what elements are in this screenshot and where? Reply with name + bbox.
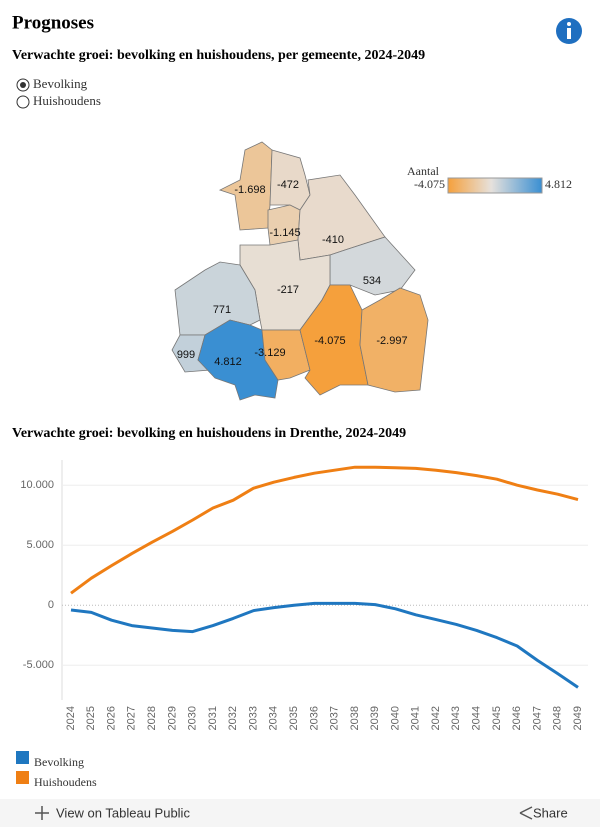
series-line [70, 465, 579, 595]
y-tick-label: 10.000 [20, 479, 54, 491]
x-tick-label: 2025 [85, 706, 97, 730]
region[interactable] [218, 141, 273, 231]
view-link[interactable]: View on Tableau Public [56, 805, 190, 820]
region-label: 4.812 [214, 356, 242, 368]
y-tick-label: -5.000 [23, 659, 54, 671]
legend-swatch [16, 771, 29, 784]
tableau-icon[interactable] [35, 806, 49, 820]
region[interactable] [359, 287, 429, 393]
region-label: -410 [322, 234, 344, 246]
legend-min: -4.075 [414, 177, 445, 191]
x-tick-label: 2033 [247, 706, 259, 730]
region[interactable] [267, 204, 301, 246]
share-link[interactable]: Share [533, 805, 568, 820]
page-title: Prognoses [12, 12, 94, 33]
legend-gradient [447, 177, 543, 194]
legend-swatch [16, 751, 29, 764]
x-tick-label: 2026 [105, 706, 117, 730]
region-label: 534 [363, 275, 381, 287]
region-label: -1.698 [234, 184, 265, 196]
x-tick-label: 2040 [389, 706, 401, 730]
legend-max: 4.812 [545, 177, 572, 191]
x-tick-label: 2048 [552, 706, 564, 730]
x-tick-label: 2024 [65, 706, 77, 730]
region-label: -3.129 [254, 347, 285, 359]
x-tick-label: 2044 [471, 706, 483, 730]
x-tick-label: 2031 [207, 706, 219, 730]
x-tick-label: 2030 [187, 706, 199, 730]
region-label: -1.145 [269, 227, 300, 239]
x-tick-label: 2036 [308, 706, 320, 730]
x-tick-label: 2049 [572, 706, 584, 730]
series-line [70, 601, 579, 689]
region-label: -472 [277, 179, 299, 191]
x-tick-label: 2032 [227, 706, 239, 730]
x-tick-label: 2042 [430, 706, 442, 730]
legend-label: Huishoudens [34, 775, 97, 789]
x-tick-label: 2039 [369, 706, 381, 730]
x-tick-label: 2035 [288, 706, 300, 730]
region-label: -217 [277, 284, 299, 296]
radio[interactable] [16, 95, 30, 109]
radio-dot [20, 82, 26, 88]
region-label: 999 [177, 349, 195, 361]
x-tick-label: 2043 [450, 706, 462, 730]
info-icon[interactable] [556, 18, 582, 44]
radio-label[interactable]: Bevolking [33, 76, 88, 91]
x-tick-label: 2034 [268, 706, 280, 730]
x-tick-label: 2028 [146, 706, 158, 730]
x-tick-label: 2041 [410, 706, 422, 730]
x-tick-label: 2029 [166, 706, 178, 730]
x-tick-label: 2037 [329, 706, 341, 730]
x-tick-label: 2038 [349, 706, 361, 730]
chart-title: Verwachte groei: bevolking en huishouden… [12, 426, 406, 441]
region-label: -2.997 [376, 335, 407, 347]
x-tick-label: 2027 [126, 706, 138, 730]
info-dot[interactable] [567, 22, 571, 26]
share-icon[interactable] [519, 806, 533, 820]
info-stem[interactable] [567, 28, 571, 39]
x-tick-label: 2047 [531, 706, 543, 730]
x-tick-label: 2045 [491, 706, 503, 730]
y-tick-label: 0 [48, 599, 54, 611]
region-label: 771 [213, 304, 231, 316]
region-label: -4.075 [314, 335, 345, 347]
region[interactable] [197, 319, 279, 401]
y-tick-label: 5.000 [26, 539, 54, 551]
legend-title: Aantal [407, 164, 440, 178]
map-title: Verwachte groei: bevolking en huishouden… [12, 48, 425, 63]
legend-label: Bevolking [34, 755, 84, 769]
x-tick-label: 2046 [511, 706, 523, 730]
toolbar [0, 799, 600, 827]
region[interactable] [261, 329, 311, 381]
radio-label[interactable]: Huishoudens [33, 93, 101, 108]
